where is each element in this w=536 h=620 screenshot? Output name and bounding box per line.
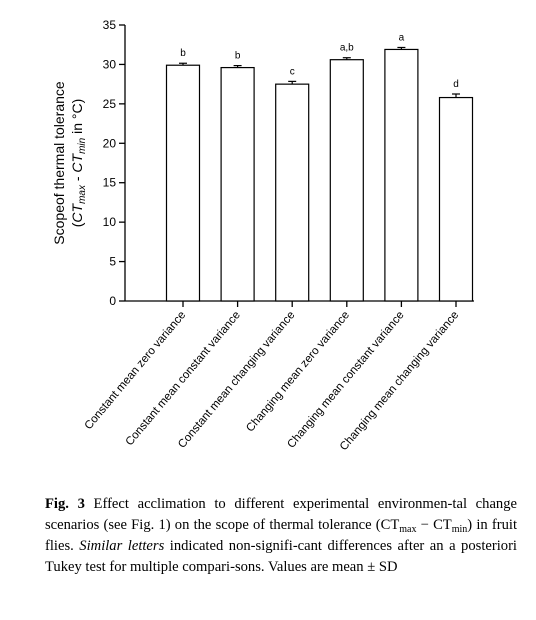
caption-text-4: indicated non-signifi-cant differences a…	[45, 538, 517, 575]
bar-5	[384, 48, 419, 302]
y-axis-label-max-sub: max	[77, 184, 88, 204]
y-tick-label-25: 25	[103, 97, 117, 111]
significance-letter-3: c	[290, 66, 295, 77]
caption-text-1: Effect acclimation to different experime…	[45, 496, 517, 533]
significance-letter-4: a,b	[340, 43, 354, 54]
y-tick-label-15: 15	[103, 176, 117, 190]
y-tick-label-20: 20	[103, 136, 117, 150]
bar-2	[220, 66, 255, 302]
y-axis-label-min-sub: min	[77, 137, 88, 154]
bar-1	[165, 64, 201, 302]
y-tick-label-35: 35	[103, 18, 117, 32]
y-axis-label-line1: Scopeof thermal tolerance	[51, 81, 67, 245]
y-axis-label-ctmin: CT	[69, 152, 85, 172]
plot-area: 0 5 10 15 20 25 30 35 b Constant mean zero varian…	[83, 18, 474, 453]
significance-letter-6: d	[453, 79, 459, 90]
x-category-label-3: Constant mean changing variance	[176, 309, 297, 450]
caption-minus: − CT	[416, 517, 452, 533]
figure-caption: Fig. 3 Effect acclimation to different e…	[45, 494, 517, 578]
caption-sub-min: min	[451, 524, 468, 535]
y-tick-label-10: 10	[103, 215, 117, 229]
x-category-label-1: Constant mean zero variance	[83, 309, 189, 432]
y-tick-label-0: 0	[109, 294, 116, 308]
y-axis-label-minus: -	[69, 173, 85, 185]
x-category-label-5: Changing mean constant variance	[285, 309, 406, 450]
caption-figure-ref[interactable]: 1	[158, 517, 166, 533]
significance-letter-2: b	[235, 51, 241, 62]
significance-letter-1: b	[180, 48, 186, 59]
x-category-label-4: Changing mean zero variance	[244, 309, 352, 434]
y-tick-label-5: 5	[109, 255, 116, 269]
y-axis-label-ctmax: CT	[69, 202, 85, 222]
y-axis-label-unit: in °C)	[69, 99, 85, 138]
caption-sub-max: max	[399, 524, 417, 535]
y-axis-label-open: (	[69, 222, 85, 227]
bar-6	[438, 96, 474, 302]
significance-letter-5: a	[399, 32, 405, 43]
bar-chart: Scopeof thermal tolerance (CTmax - CTmin…	[51, 18, 474, 453]
caption-italic-phrase: Similar letters	[79, 538, 165, 554]
x-category-label-2: Constant mean constant variance	[124, 309, 243, 448]
x-category-label-6: Changing mean changing variance	[338, 309, 461, 453]
caption-text-2: ) on the scope of thermal tolerance (CT	[165, 517, 400, 533]
y-tick-label-30: 30	[103, 57, 117, 71]
bar-3	[275, 83, 310, 302]
y-axis-label-line2: (CTmax - CTmin in °C)	[69, 99, 88, 228]
figure-number: Fig. 3	[45, 496, 85, 512]
caption-text-3: ) in fruit flies.	[45, 517, 517, 554]
bar-4	[329, 59, 364, 302]
